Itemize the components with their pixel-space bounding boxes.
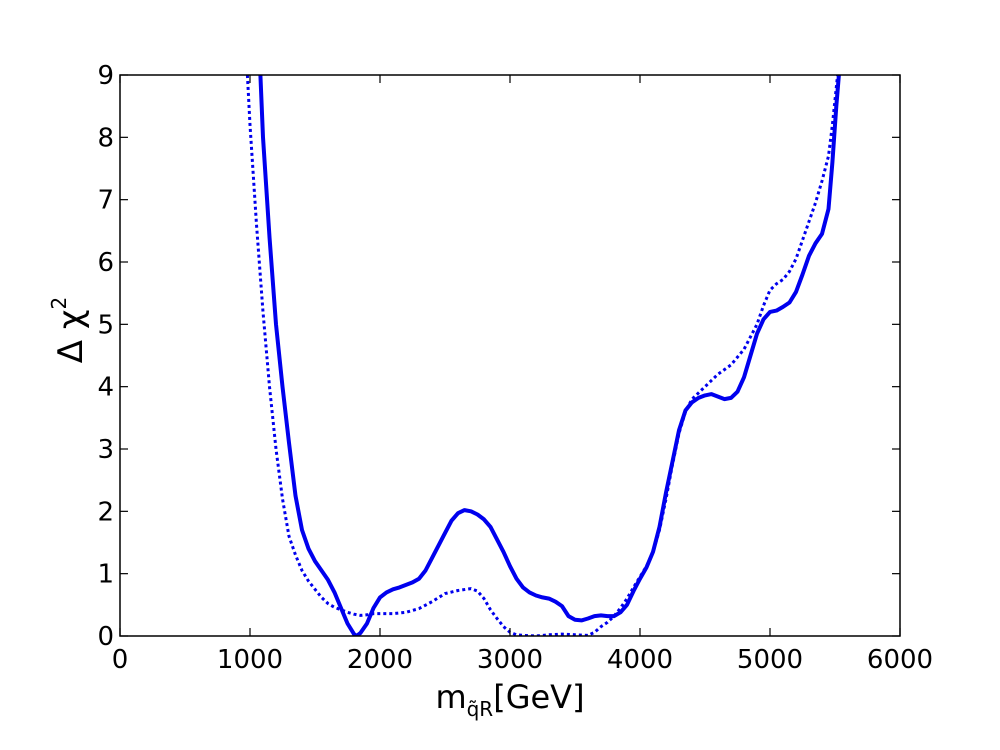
x-tick-label: 0 bbox=[112, 645, 129, 675]
x-axis-label-subscript: q̃R bbox=[467, 697, 494, 721]
x-tick-label: 4000 bbox=[607, 645, 673, 675]
y-tick-label: 3 bbox=[97, 435, 114, 465]
y-axis-label-superscript: 2 bbox=[47, 297, 71, 310]
y-tick-label: 4 bbox=[97, 373, 114, 403]
x-tick-label: 5000 bbox=[737, 645, 803, 675]
y-tick-label: 7 bbox=[97, 186, 114, 216]
y-axis-label: Δ χ2 bbox=[47, 297, 91, 363]
ticks-layer bbox=[119, 74, 901, 637]
plot-frame bbox=[119, 74, 901, 637]
series-line-solid bbox=[258, 75, 841, 636]
y-tick-label: 1 bbox=[97, 560, 114, 590]
series-layer bbox=[245, 75, 841, 636]
y-tick-label: 2 bbox=[97, 497, 114, 527]
x-axis-label-main: m bbox=[435, 678, 466, 716]
x-axis-label: mq̃R[GeV] bbox=[435, 678, 584, 721]
y-tick-label: 8 bbox=[97, 123, 114, 153]
y-tick-label: 5 bbox=[97, 310, 114, 340]
y-tick-labels: 0 1 2 3 4 5 6 7 8 9 bbox=[97, 61, 114, 652]
x-tick-label: 6000 bbox=[867, 645, 933, 675]
y-axis-label-main: Δ χ bbox=[51, 310, 91, 364]
y-tick-label: 9 bbox=[97, 61, 114, 91]
x-tick-label: 3000 bbox=[477, 645, 543, 675]
y-tick-label: 0 bbox=[97, 622, 114, 652]
x-axis-label-unit: [GeV] bbox=[493, 678, 584, 716]
x-tick-label: 2000 bbox=[347, 645, 413, 675]
series-line-dotted bbox=[245, 75, 840, 636]
x-tick-labels: 0 1000 2000 3000 4000 5000 6000 bbox=[112, 645, 933, 675]
x-tick-label: 1000 bbox=[217, 645, 283, 675]
y-tick-label: 6 bbox=[97, 248, 114, 278]
